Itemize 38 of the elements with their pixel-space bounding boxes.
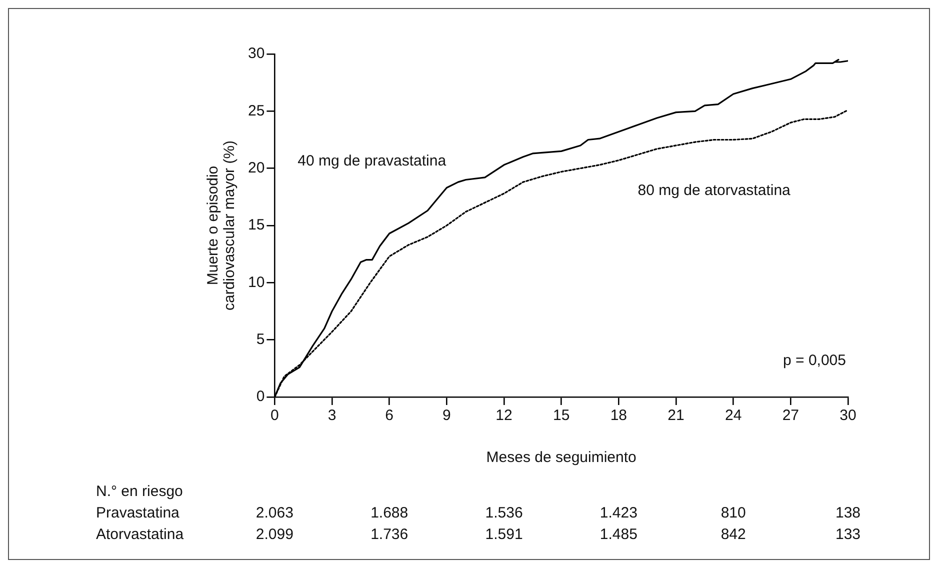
series-label: 40 mg de pravastatina — [298, 152, 447, 170]
text: 1.423 — [600, 504, 638, 522]
x-tick-label: 12 — [496, 407, 512, 424]
x-axis-title: Meses de seguimiento — [486, 449, 636, 466]
x-tick-label: 9 — [442, 407, 451, 424]
y-tick-label: 20 — [248, 159, 265, 176]
text: 810 — [720, 504, 746, 522]
text: 842 — [720, 526, 746, 544]
x-tick-label: 18 — [610, 407, 628, 424]
y-tick-label: 30 — [248, 45, 265, 62]
series-label: 80 mg de atorvastatina — [638, 182, 792, 199]
text: 1.485 — [600, 526, 638, 544]
text: 1.688 — [370, 504, 408, 522]
y-tick-label: 0 — [256, 388, 265, 406]
text: Atorvastatina — [96, 526, 184, 544]
y-axis-title: Muerte o episodio cardiovascular mayor (%) — [204, 140, 238, 311]
x-tick-label: 24 — [724, 407, 742, 424]
y-tick-label: 10 — [248, 274, 265, 291]
text: 1.536 — [485, 504, 523, 522]
text: 1.736 — [370, 526, 408, 544]
text: 2.063 — [256, 504, 294, 522]
y-tick-label: 15 — [248, 216, 265, 234]
x-tick-label: 6 — [385, 407, 394, 424]
annotation: p = 0,005 — [783, 352, 846, 370]
text: Pravastatina — [96, 504, 180, 522]
text: N.° en riesgo — [96, 483, 183, 500]
y-tick-label: 5 — [256, 330, 265, 348]
text: 2.099 — [256, 526, 294, 544]
x-tick-label: 15 — [553, 407, 570, 424]
x-tick-label: 30 — [840, 407, 856, 424]
text: 1.591 — [485, 526, 523, 544]
x-tick-label: 0 — [270, 407, 279, 424]
x-tick-label: 27 — [782, 407, 800, 424]
y-tick-label: 25 — [248, 102, 265, 120]
x-tick-label: 21 — [668, 407, 684, 424]
x-tick-label: 3 — [328, 407, 336, 424]
text: 133 — [835, 526, 861, 544]
text: 138 — [835, 504, 861, 522]
